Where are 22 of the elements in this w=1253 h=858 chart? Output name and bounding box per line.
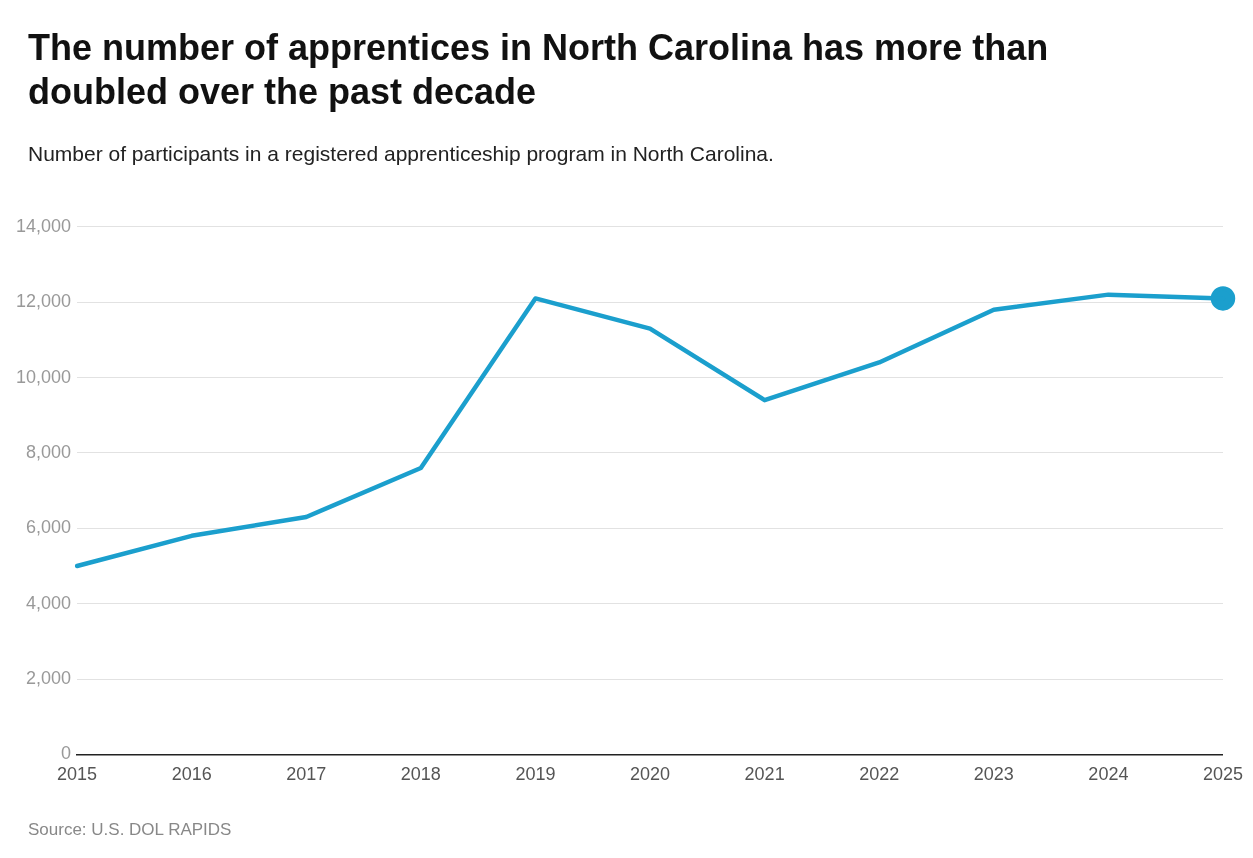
x-tick-label: 2019 bbox=[515, 764, 556, 785]
x-tick-label: 2024 bbox=[1088, 764, 1129, 785]
y-tick-label: 14,000 bbox=[15, 215, 72, 236]
chart-title: The number of apprentices in North Carolina has more than doubled over the past decade bbox=[28, 26, 1050, 114]
x-tick-label: 2018 bbox=[400, 764, 441, 785]
y-tick-label: 4,000 bbox=[26, 592, 72, 613]
source-note: Source: U.S. DOL RAPIDS bbox=[28, 820, 232, 840]
y-tick-label: 12,000 bbox=[15, 291, 72, 312]
y-tick-label: 10,000 bbox=[15, 366, 72, 387]
y-tick-label: 8,000 bbox=[26, 441, 72, 462]
y-tick-label: 2,000 bbox=[26, 668, 72, 688]
x-tick-label: 2016 bbox=[171, 764, 212, 785]
x-tick-label: 2025 bbox=[1202, 764, 1243, 785]
x-tick-label: 2022 bbox=[859, 764, 900, 785]
y-tick-label: 0 bbox=[61, 743, 72, 764]
x-tick-label: 2017 bbox=[286, 764, 327, 785]
x-tick-label: 2015 bbox=[57, 764, 98, 785]
x-tick-label: 2021 bbox=[744, 764, 785, 785]
y-tick-label: 6,000 bbox=[26, 517, 72, 538]
chart-subtitle: Number of participants in a registered apprenticeship program in North Carolina. bbox=[28, 142, 774, 166]
x-tick-label: 2023 bbox=[973, 764, 1014, 785]
x-tick-label: 2020 bbox=[629, 764, 671, 785]
